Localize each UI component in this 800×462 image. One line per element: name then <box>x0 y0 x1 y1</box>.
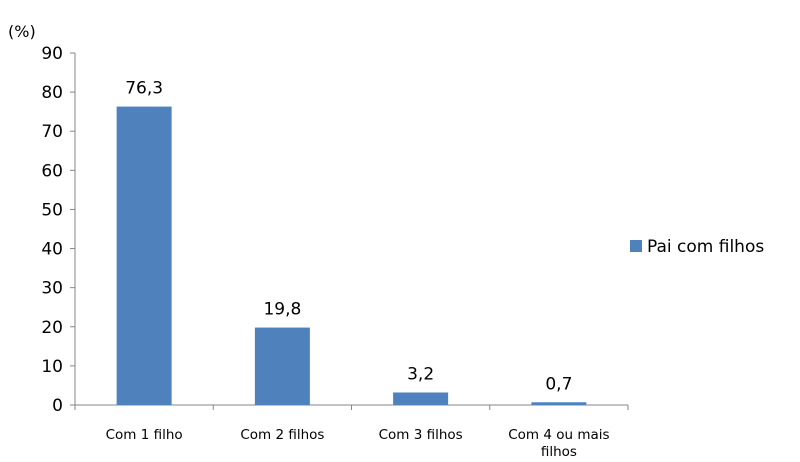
legend-label: Pai com filhos <box>647 237 764 257</box>
x-tick-label: Com 4 ou mais filhos <box>508 427 609 460</box>
bar <box>531 402 587 405</box>
data-label: 76,3 <box>125 79 163 99</box>
y-tick-label: 60 <box>41 161 63 181</box>
y-tick-label: 80 <box>41 83 63 103</box>
y-tick-label: 10 <box>41 357 63 377</box>
data-labels: 76,3 19,8 3,2 0,7 <box>125 79 572 395</box>
x-tick-label: Com 2 filhos <box>240 427 324 443</box>
y-tick-label: 0 <box>52 396 63 416</box>
legend: Pai com filhos <box>630 237 764 257</box>
category-labels: Com 1 filho Com 2 filhos Com 3 filhos Com 4… <box>106 427 610 460</box>
y-axis-ticks: 0 10 20 30 40 50 60 70 80 90 <box>41 44 75 416</box>
y-tick-label: 50 <box>41 200 63 220</box>
y-axis-unit-label: (%) <box>8 22 36 41</box>
y-tick-label: 20 <box>41 318 63 338</box>
legend-swatch <box>630 240 642 252</box>
data-label: 3,2 <box>407 364 434 384</box>
y-tick-label: 30 <box>41 279 63 299</box>
y-tick-label: 70 <box>41 122 63 142</box>
y-tick-label: 40 <box>41 240 63 260</box>
bar <box>116 106 172 406</box>
bar <box>393 392 449 405</box>
data-label: 0,7 <box>545 374 572 394</box>
bar <box>254 327 310 405</box>
data-label: 19,8 <box>263 300 301 320</box>
x-tick-label: Com 3 filhos <box>379 427 463 443</box>
x-tick-label: Com 1 filho <box>106 427 183 443</box>
y-tick-label: 90 <box>41 44 63 64</box>
bars <box>116 106 587 406</box>
